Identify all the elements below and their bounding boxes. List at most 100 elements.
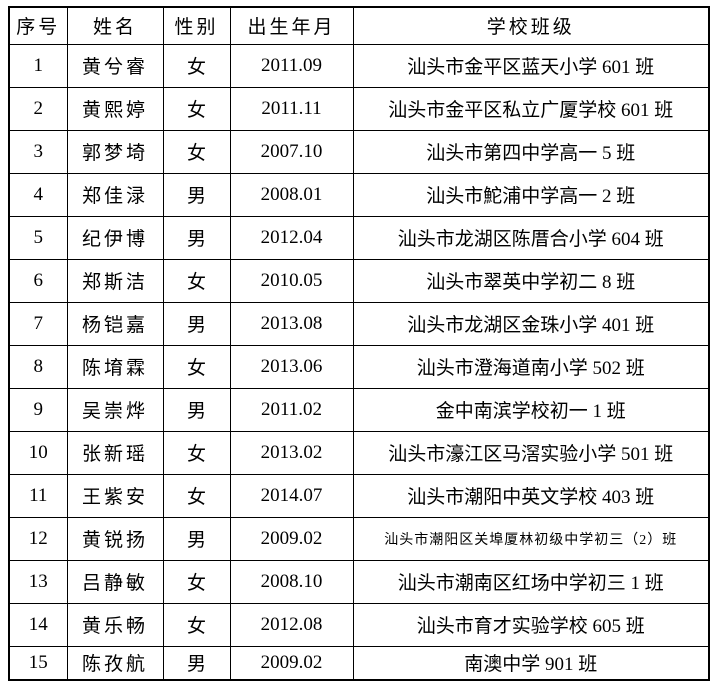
table-row: 5 纪伊博 男 2012.04 汕头市龙湖区陈厝合小学 604 班 [8,215,710,260]
cell-birth-date: 2012.04 [229,215,354,260]
cell-school-class: 南澳中学 901 班 [352,645,710,681]
cell-birth-date: 2010.05 [229,258,354,303]
cell-gender: 男 [162,516,231,561]
cell-school-class: 汕头市濠江区马滘实验小学 501 班 [352,430,710,475]
table-header: 序号 姓名 性别 出生年月 学校班级 [8,6,710,45]
cell-gender: 男 [162,387,231,432]
header-row: 序号 姓名 性别 出生年月 学校班级 [8,6,710,45]
table-row: 11 王紫安 女 2014.07 汕头市潮阳中英文学校 403 班 [8,473,710,518]
table-row: 4 郑佳渌 男 2008.01 汕头市鮀浦中学高一 2 班 [8,172,710,217]
cell-gender: 男 [162,645,231,681]
cell-gender: 女 [162,430,231,475]
cell-birth-date: 2009.02 [229,645,354,681]
cell-gender: 女 [162,602,231,647]
cell-serial-number: 9 [8,387,68,432]
cell-serial-number: 5 [8,215,68,260]
table-row: 13 吕静敏 女 2008.10 汕头市潮南区红场中学初三 1 班 [8,559,710,604]
cell-school-class: 汕头市潮阳区关埠厦林初级中学初三（2）班 [352,516,710,561]
cell-birth-date: 2013.02 [229,430,354,475]
cell-serial-number: 6 [8,258,68,303]
cell-birth-date: 2011.11 [229,86,354,131]
cell-school-class: 汕头市金平区蓝天小学 601 班 [352,43,710,88]
cell-serial-number: 10 [8,430,68,475]
cell-name: 吴崇烨 [66,387,164,432]
cell-birth-date: 2007.10 [229,129,354,174]
cell-serial-number: 3 [8,129,68,174]
cell-school-class: 汕头市龙湖区金珠小学 401 班 [352,301,710,346]
cell-birth-date: 2008.01 [229,172,354,217]
cell-serial-number: 7 [8,301,68,346]
table-row: 9 吴崇烨 男 2011.02 金中南滨学校初一 1 班 [8,387,710,432]
cell-gender: 女 [162,258,231,303]
table-row: 6 郑斯洁 女 2010.05 汕头市翠英中学初二 8 班 [8,258,710,303]
col-header-birth-date: 出生年月 [229,6,354,45]
table-row: 15 陈孜航 男 2009.02 南澳中学 901 班 [8,645,710,681]
cell-school-class: 汕头市澄海道南小学 502 班 [352,344,710,389]
cell-school-class: 汕头市育才实验学校 605 班 [352,602,710,647]
cell-name: 郭梦埼 [66,129,164,174]
cell-birth-date: 2012.08 [229,602,354,647]
cell-serial-number: 13 [8,559,68,604]
cell-name: 黄熙婷 [66,86,164,131]
cell-birth-date: 2011.02 [229,387,354,432]
table-row: 8 陈堉霖 女 2013.06 汕头市澄海道南小学 502 班 [8,344,710,389]
cell-school-class: 金中南滨学校初一 1 班 [352,387,710,432]
cell-birth-date: 2013.08 [229,301,354,346]
cell-serial-number: 12 [8,516,68,561]
cell-name: 黄锐扬 [66,516,164,561]
cell-gender: 女 [162,43,231,88]
cell-gender: 女 [162,559,231,604]
cell-name: 王紫安 [66,473,164,518]
col-header-school-class: 学校班级 [352,6,710,45]
table-row: 10 张新瑶 女 2013.02 汕头市濠江区马滘实验小学 501 班 [8,430,710,475]
col-header-serial-number: 序号 [8,6,68,45]
table-row: 1 黄兮睿 女 2011.09 汕头市金平区蓝天小学 601 班 [8,43,710,88]
cell-school-class: 汕头市金平区私立广厦学校 601 班 [352,86,710,131]
cell-birth-date: 2008.10 [229,559,354,604]
cell-school-class: 汕头市龙湖区陈厝合小学 604 班 [352,215,710,260]
cell-gender: 女 [162,473,231,518]
student-roster-table: 序号 姓名 性别 出生年月 学校班级 1 黄兮睿 女 2011.09 汕头市金平… [8,6,710,681]
cell-school-class: 汕头市潮南区红场中学初三 1 班 [352,559,710,604]
cell-name: 陈孜航 [66,645,164,681]
cell-name: 纪伊博 [66,215,164,260]
cell-serial-number: 4 [8,172,68,217]
cell-birth-date: 2011.09 [229,43,354,88]
table-row: 3 郭梦埼 女 2007.10 汕头市第四中学高一 5 班 [8,129,710,174]
table-body: 1 黄兮睿 女 2011.09 汕头市金平区蓝天小学 601 班 2 黄熙婷 女… [8,43,710,681]
col-header-gender: 性别 [162,6,231,45]
cell-name: 黄兮睿 [66,43,164,88]
cell-serial-number: 11 [8,473,68,518]
cell-serial-number: 15 [8,645,68,681]
cell-name: 陈堉霖 [66,344,164,389]
cell-gender: 女 [162,86,231,131]
cell-name: 黄乐畅 [66,602,164,647]
cell-serial-number: 8 [8,344,68,389]
cell-name: 张新瑶 [66,430,164,475]
table-row: 12 黄锐扬 男 2009.02 汕头市潮阳区关埠厦林初级中学初三（2）班 [8,516,710,561]
cell-gender: 女 [162,129,231,174]
cell-name: 郑斯洁 [66,258,164,303]
cell-name: 杨铠嘉 [66,301,164,346]
cell-school-class: 汕头市翠英中学初二 8 班 [352,258,710,303]
col-header-name: 姓名 [66,6,164,45]
cell-gender: 男 [162,172,231,217]
cell-birth-date: 2013.06 [229,344,354,389]
cell-serial-number: 14 [8,602,68,647]
cell-name: 郑佳渌 [66,172,164,217]
cell-birth-date: 2014.07 [229,473,354,518]
table-row: 14 黄乐畅 女 2012.08 汕头市育才实验学校 605 班 [8,602,710,647]
cell-birth-date: 2009.02 [229,516,354,561]
cell-school-class: 汕头市鮀浦中学高一 2 班 [352,172,710,217]
cell-gender: 男 [162,215,231,260]
cell-school-class: 汕头市第四中学高一 5 班 [352,129,710,174]
table-row: 2 黄熙婷 女 2011.11 汕头市金平区私立广厦学校 601 班 [8,86,710,131]
cell-serial-number: 2 [8,86,68,131]
cell-school-class: 汕头市潮阳中英文学校 403 班 [352,473,710,518]
cell-gender: 男 [162,301,231,346]
cell-name: 吕静敏 [66,559,164,604]
cell-serial-number: 1 [8,43,68,88]
cell-gender: 女 [162,344,231,389]
table-row: 7 杨铠嘉 男 2013.08 汕头市龙湖区金珠小学 401 班 [8,301,710,346]
